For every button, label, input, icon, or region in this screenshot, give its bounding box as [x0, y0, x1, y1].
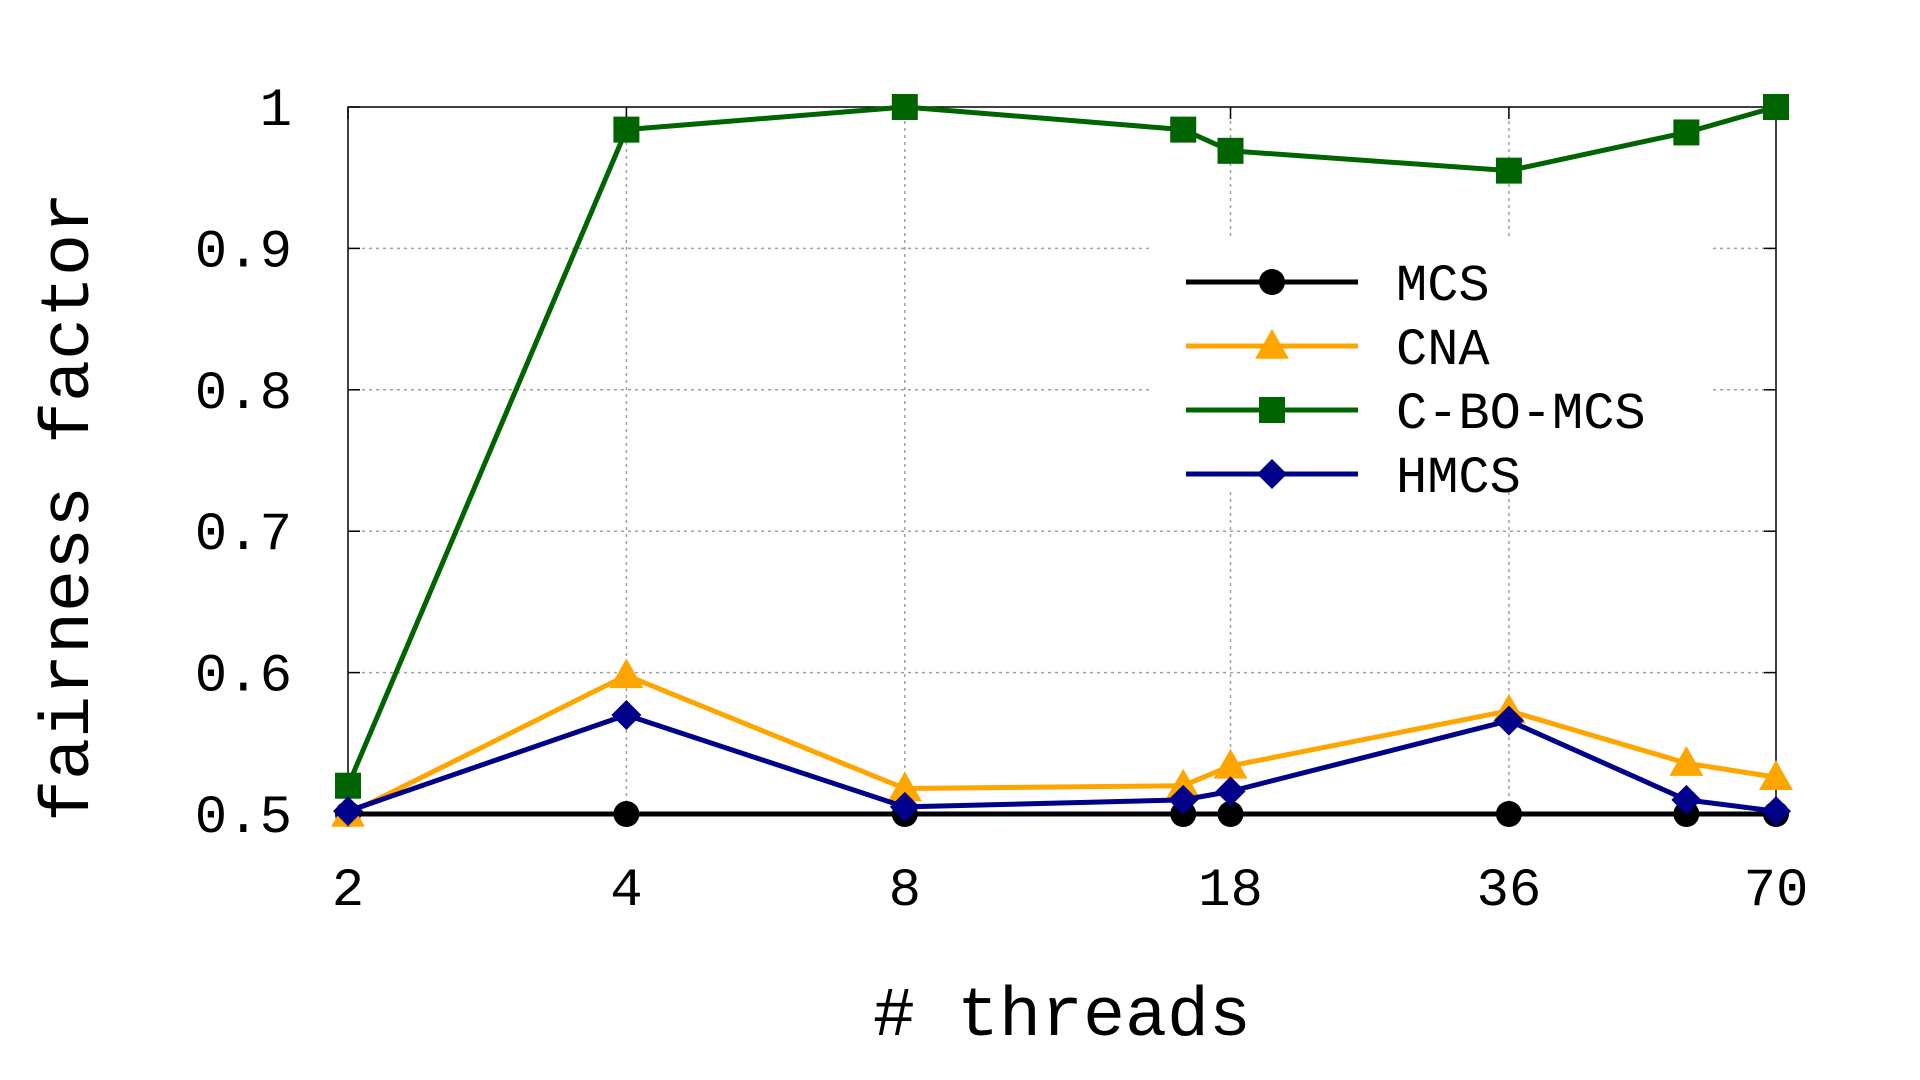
data-point-cna — [1213, 748, 1248, 779]
x-tick-label: 70 — [1744, 861, 1809, 922]
x-tick-label: 4 — [610, 861, 642, 922]
legend-marker-c-bo-mcs — [1259, 397, 1285, 423]
data-point-hmcs — [1493, 705, 1524, 736]
data-point-hmcs — [333, 796, 363, 827]
legend-marker-mcs — [1259, 269, 1285, 295]
legend-item-c-bo-mcs: C-BO-MCS — [1186, 385, 1646, 444]
data-point-c-bo-mcs — [1217, 137, 1244, 164]
x-tick-label: 2 — [332, 861, 364, 922]
data-point-mcs — [1495, 801, 1522, 827]
data-point-c-bo-mcs — [335, 772, 361, 799]
data-point-mcs — [613, 801, 640, 827]
data-point-hmcs — [1168, 784, 1199, 815]
y-tick-label: 0.9 — [195, 222, 292, 283]
x-tick-label: 8 — [889, 861, 921, 922]
data-point-hmcs — [889, 791, 920, 822]
data-point-hmcs — [611, 700, 642, 731]
x-tick-label: 18 — [1198, 861, 1263, 922]
series-line-c-bo-mcs — [345, 104, 1777, 787]
legend-label: CNA — [1396, 321, 1490, 380]
data-point-cna — [609, 658, 644, 689]
series-line-hmcs — [347, 712, 1777, 814]
legend-item-hmcs: HMCS — [1186, 449, 1521, 508]
series-layer — [331, 94, 1793, 827]
series-hmcs — [333, 700, 1791, 827]
x-axis-label: # threads — [873, 978, 1251, 1057]
data-point-cna — [887, 771, 922, 802]
y-tick-label: 0.8 — [195, 364, 292, 425]
legend-marker-hmcs — [1257, 459, 1287, 489]
legend-item-mcs: MCS — [1186, 257, 1490, 316]
legend-label: MCS — [1396, 257, 1490, 316]
data-point-hmcs — [1671, 784, 1702, 815]
data-point-cna — [1759, 760, 1793, 790]
series-mcs — [335, 801, 1789, 827]
y-tick-label: 0.6 — [195, 647, 292, 708]
legend-label: HMCS — [1396, 449, 1521, 508]
y-tick-label: 1 — [260, 81, 292, 142]
series-line-cna — [346, 672, 1777, 817]
data-point-hmcs — [1215, 776, 1246, 807]
data-point-c-bo-mcs — [1763, 94, 1789, 120]
data-point-c-bo-mcs — [1495, 157, 1522, 184]
data-point-c-bo-mcs — [1170, 116, 1197, 143]
legend-label: C-BO-MCS — [1396, 385, 1646, 444]
y-axis-label: fairness factor — [31, 192, 110, 822]
data-point-c-bo-mcs — [891, 94, 918, 120]
legend-marker-cna — [1255, 329, 1289, 359]
data-point-hmcs — [1761, 796, 1791, 827]
axis-ticks: 0.5 0.6 0.7 0.8 0.9 1 2 4 8 18 36 70 — [195, 81, 1809, 922]
y-tick-label: 0.5 — [195, 788, 292, 849]
series-c-bo-mcs — [335, 94, 1789, 799]
y-tick-label: 0.7 — [195, 505, 292, 566]
data-point-mcs — [1217, 801, 1244, 827]
x-tick-label: 36 — [1477, 861, 1542, 922]
series-cna — [331, 658, 1793, 827]
data-point-cna — [1166, 768, 1201, 799]
data-point-c-bo-mcs — [1673, 119, 1700, 146]
legend-item-cna: CNA — [1186, 321, 1490, 380]
data-point-cna — [1669, 746, 1704, 776]
data-point-c-bo-mcs — [613, 116, 640, 143]
